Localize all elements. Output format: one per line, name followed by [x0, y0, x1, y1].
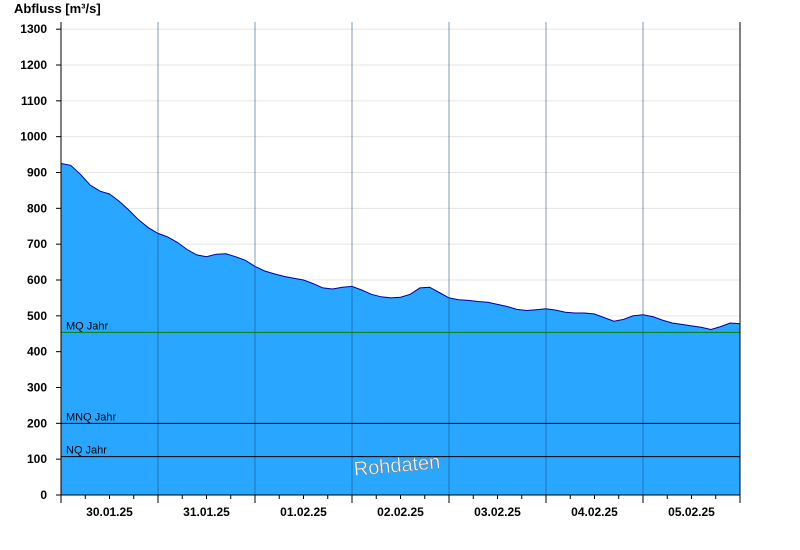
y-tick-label: 1000: [20, 130, 47, 144]
y-tick-label: 700: [27, 237, 47, 251]
axes: [56, 22, 741, 503]
series-line: [60, 163, 741, 331]
y-tick-label: 1200: [20, 58, 47, 72]
x-tick-label: 04.02.25: [571, 505, 618, 519]
y-tick-label: 100: [27, 452, 47, 466]
reference-line-label: MQ Jahr: [66, 320, 109, 332]
y-tick-label: 200: [27, 416, 47, 430]
y-tick-label: 1100: [21, 94, 47, 108]
y-tick-labels: 0 100 200 300 400 500 600 700 800 900 1000 1100 1200…: [20, 22, 47, 502]
x-tick-label: 30.01.25: [86, 505, 133, 519]
series-area: [61, 163, 740, 495]
reference-line-label: NQ Jahr: [66, 445, 107, 457]
y-tick-label: 900: [27, 166, 47, 180]
x-tick-label: 02.02.25: [377, 505, 424, 519]
y-tick-label: 600: [27, 273, 47, 287]
y-tick-label: 300: [27, 381, 47, 395]
x-tick-label: 03.02.25: [474, 505, 521, 519]
y-axis-label: Abfluss [m³/s]: [14, 1, 101, 16]
x-tick-label: 31.01.25: [183, 505, 230, 519]
reference-lines: MQ Jahr MNQ Jahr NQ Jahr: [61, 320, 740, 458]
data-area-layer: [60, 163, 741, 495]
y-tick-label: 1300: [20, 22, 47, 36]
x-tick-label: 05.02.25: [668, 505, 715, 519]
y-tick-label: 500: [27, 309, 47, 323]
y-tick-label: 0: [40, 488, 47, 502]
y-tick-label: 800: [27, 201, 47, 215]
x-tick-labels: 30.01.25 31.01.25 01.02.25 02.02.25 03.02.25…: [86, 505, 715, 519]
y-tick-label: 400: [27, 345, 47, 359]
x-tick-label: 01.02.25: [280, 505, 327, 519]
day-separator-lines: [157, 22, 644, 495]
reference-line-label: MNQ Jahr: [66, 411, 116, 423]
